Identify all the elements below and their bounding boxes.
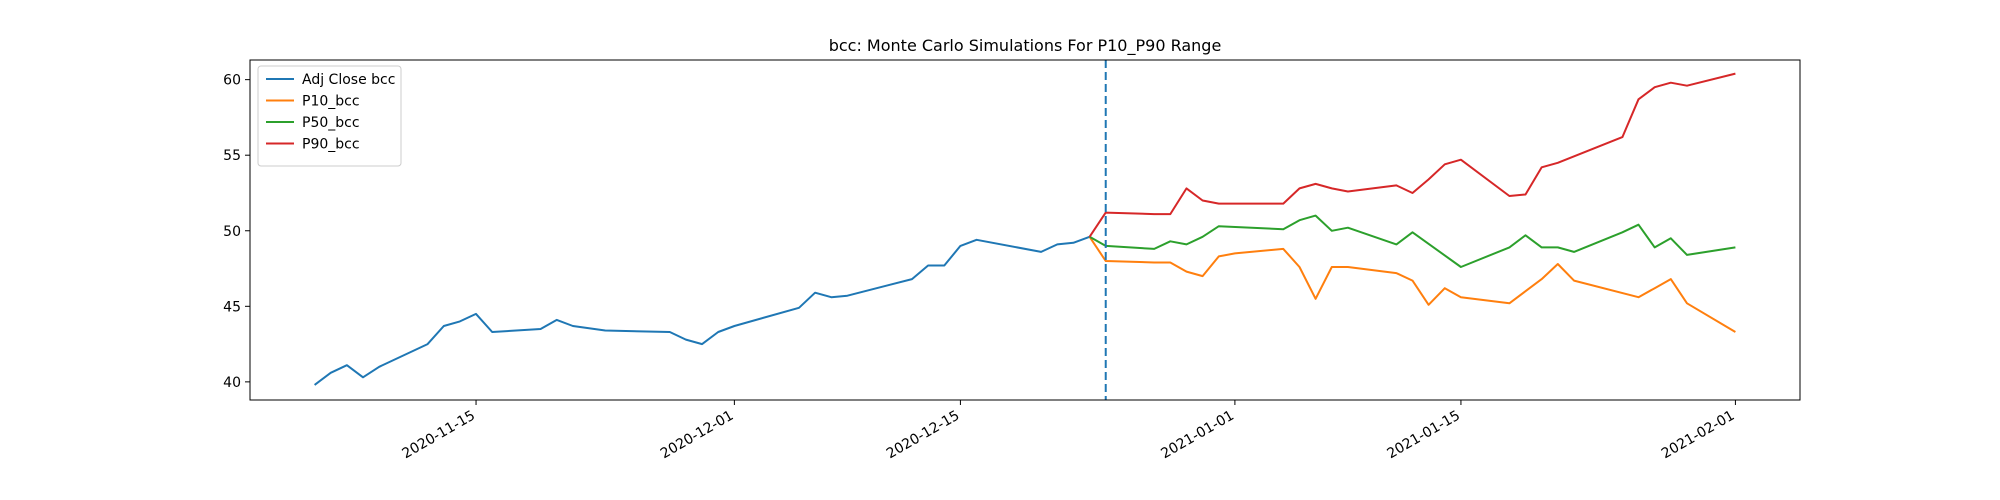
y-tick-label: 50	[223, 224, 241, 240]
x-tick-label: 2020-12-15	[884, 408, 962, 463]
x-tick-label: 2021-01-01	[1158, 408, 1236, 463]
legend-box	[257, 65, 402, 167]
series-line-adj-close-bcc	[313, 235, 1090, 386]
plot-area	[313, 60, 1736, 400]
legend-label-adj-close-bcc: Adj Close bcc	[302, 72, 395, 88]
axes-frame	[249, 59, 1801, 401]
y-tick-label: 60	[223, 73, 241, 89]
y-axis: 40 45 50 55 60	[223, 73, 250, 391]
x-axis: 2020-11-15 2020-12-01 2020-12-15 2021-01-01…	[400, 400, 1737, 463]
legend-label-p10-bcc: P10_bcc	[302, 94, 360, 110]
x-tick-label: 2020-11-15	[400, 408, 478, 463]
series-line-p90-bcc	[1088, 72, 1736, 238]
series-line-p10-bcc	[1088, 236, 1736, 333]
legend-label-p50-bcc: P50_bcc	[302, 115, 360, 131]
y-tick-label: 40	[223, 375, 241, 391]
legend-label-p90-bcc: P90_bcc	[302, 137, 360, 153]
y-tick-label: 45	[223, 299, 241, 315]
x-tick-label: 2021-02-01	[1659, 408, 1737, 463]
chart-title: bcc: Monte Carlo Simulations For P10_P90…	[829, 36, 1222, 56]
x-tick-label: 2021-01-15	[1384, 408, 1462, 463]
legend: Adj Close bcc P10_bcc P50_bcc P90_bcc	[257, 65, 402, 167]
x-tick-label: 2020-12-01	[658, 408, 736, 463]
series-line-p50-bcc	[1089, 214, 1736, 268]
y-tick-label: 55	[223, 148, 241, 164]
